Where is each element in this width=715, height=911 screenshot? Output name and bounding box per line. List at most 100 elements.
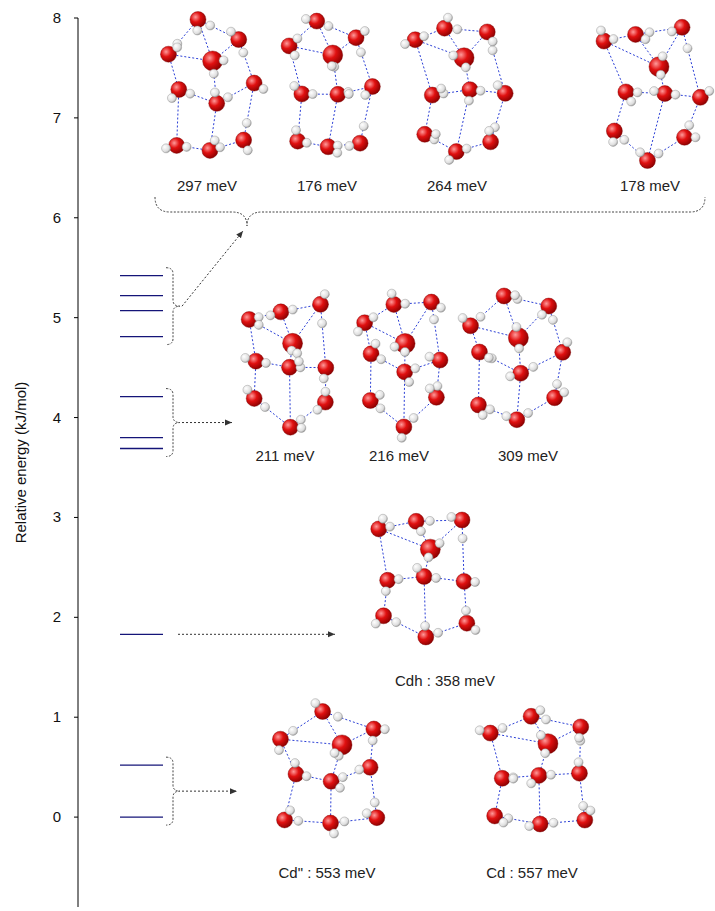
- oxygen-atom: [396, 419, 412, 435]
- hydrogen-bond: [289, 367, 291, 427]
- hydrogen-atom: [563, 338, 572, 347]
- y-tick: [74, 717, 78, 718]
- hydrogen-atom: [259, 84, 268, 93]
- oxygen-atom: [209, 95, 225, 111]
- energy-level: [120, 396, 163, 397]
- hydrogen-atom: [574, 758, 583, 767]
- hydrogen-atom: [290, 82, 299, 91]
- hydrogen-atom: [476, 312, 485, 321]
- hydrogen-atom: [425, 352, 434, 361]
- hydrogen-atom: [449, 51, 458, 60]
- oxygen-atom: [454, 512, 470, 528]
- hydrogen-atom: [354, 327, 363, 336]
- y-tick: [74, 517, 78, 518]
- hydrogen-atom: [641, 35, 650, 44]
- hydrogen-atom: [499, 818, 508, 827]
- hydrogen-atom: [333, 712, 342, 721]
- hydrogen-atom: [484, 353, 493, 362]
- hydrogen-atom: [368, 736, 377, 745]
- hydrogen-atom: [361, 90, 370, 99]
- water-cluster: [596, 19, 714, 168]
- hydrogen-atom: [390, 342, 399, 351]
- hydrogen-atom: [340, 817, 349, 826]
- hydrogen-atom: [288, 305, 297, 314]
- energy-level: [120, 275, 163, 276]
- hydrogen-atom: [182, 142, 191, 151]
- hydrogen-atom: [485, 126, 494, 135]
- y-tick-label: 4: [53, 409, 61, 426]
- hydrogen-bond: [462, 520, 464, 581]
- hydrogen-atom: [671, 90, 680, 99]
- hydrogen-atom: [242, 118, 251, 127]
- hydrogen-atom: [421, 621, 430, 630]
- hydrogen-atom: [462, 144, 471, 153]
- hydrogen-atom: [371, 339, 380, 348]
- hydrogen-atom: [375, 390, 384, 399]
- hydrogen-bond: [415, 40, 432, 95]
- oxygen-atom: [571, 765, 587, 781]
- hydrogen-atom: [609, 35, 618, 44]
- hydrogen-atom: [416, 527, 425, 536]
- hydrogen-atom: [293, 34, 302, 43]
- oxygen-atom: [366, 721, 382, 737]
- energy-level: [120, 336, 163, 337]
- oxygen-atom: [309, 13, 325, 29]
- y-tick-label: 0: [53, 808, 61, 825]
- water-cluster: [458, 288, 572, 428]
- hydrogen-atom: [362, 809, 371, 818]
- hydrogen-atom: [596, 26, 605, 35]
- hydrogen-atom: [650, 87, 659, 96]
- hydrogen-atom: [683, 44, 692, 53]
- hydrogen-atom: [394, 575, 403, 584]
- hydrogen-atom: [488, 46, 497, 55]
- hydrogen-atom: [302, 138, 311, 147]
- hydrogen-atom: [302, 772, 311, 781]
- oxygen-atom: [509, 412, 525, 428]
- hydrogen-atom: [667, 27, 676, 36]
- hydrogen-bond: [320, 304, 325, 367]
- hydrogen-atom: [542, 715, 551, 724]
- structure-label: Cd" : 553 meV: [278, 864, 375, 881]
- hydrogen-atom: [656, 70, 665, 79]
- hydrogen-atom: [318, 319, 327, 328]
- hydrogen-atom: [411, 364, 420, 373]
- hydrogen-atom: [488, 37, 497, 46]
- hydrogen-atom: [186, 89, 195, 98]
- oxygen-atom: [318, 360, 334, 376]
- oxygen-atom: [330, 86, 346, 102]
- hydrogen-atom: [206, 21, 215, 30]
- energy-level: [120, 448, 163, 449]
- hydrogen-atom: [512, 322, 521, 331]
- oxygen-atom: [437, 20, 453, 36]
- hydrogen-atom: [529, 362, 538, 371]
- hydrogen-atom: [210, 88, 219, 97]
- y-tick-label: 5: [53, 309, 61, 326]
- hydrogen-bond: [487, 32, 505, 93]
- hydrogen-atom: [254, 320, 263, 329]
- hydrogen-atom: [297, 423, 306, 432]
- oxygen-atom: [362, 759, 378, 775]
- y-tick-label: 2: [53, 608, 61, 625]
- hydrogen-atom: [173, 43, 182, 52]
- hydrogen-bond: [604, 41, 626, 92]
- oxygen-atom: [288, 766, 304, 782]
- hydrogen-atom: [345, 141, 354, 150]
- hydrogen-atom: [464, 96, 473, 105]
- arrow: [182, 422, 232, 423]
- hydrogen-atom: [478, 411, 487, 420]
- energy-level: [120, 816, 163, 817]
- hydrogen-atom: [397, 433, 406, 442]
- hydrogen-atom: [405, 377, 414, 386]
- hydrogen-atom: [401, 40, 410, 49]
- hydrogen-atom: [319, 374, 328, 383]
- hydrogen-atom: [275, 746, 284, 755]
- hydrogen-atom: [320, 290, 329, 299]
- hydrogen-atom: [335, 783, 344, 792]
- hydrogen-atom: [401, 299, 410, 308]
- hydrogen-atom: [324, 22, 333, 31]
- hydrogen-atom: [524, 409, 533, 418]
- oxygen-atom: [371, 521, 387, 537]
- oxygen-atom: [532, 816, 548, 832]
- root: 012345678Relative energy (kJ/mol)Cd" : 5…: [0, 0, 715, 911]
- hydrogen-atom: [241, 353, 250, 362]
